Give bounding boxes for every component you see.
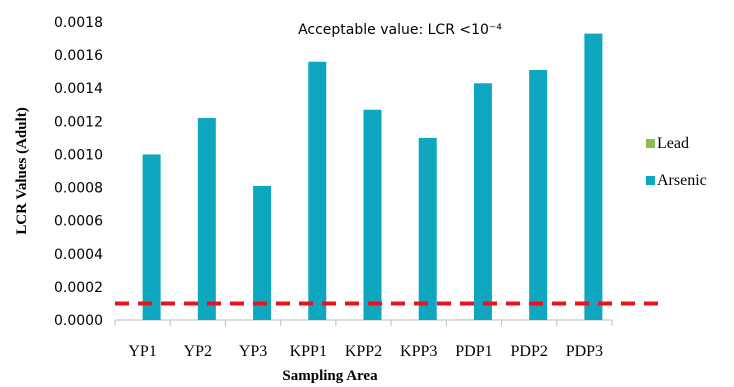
x-tick-label: KPP2 (345, 343, 382, 360)
bar-arsenic-yp2 (197, 118, 216, 321)
x-tick-label: PDP1 (455, 343, 492, 360)
y-axis-title: LCR Values (Adult) (14, 107, 30, 235)
bar-arsenic-yp1 (142, 154, 161, 320)
y-tick-label: 0.0010 (54, 147, 103, 163)
plot-area: 0.0000 0.0002 0.0004 0.0006 0.0008 0.0010 0.00… (54, 15, 658, 360)
legend-label-arsenic: Arsenic (657, 172, 707, 189)
bar-arsenic-kpp3 (418, 137, 437, 320)
x-tick-label: YP1 (128, 343, 156, 360)
bar-arsenic-pdp1 (473, 83, 492, 320)
x-tick-label: YP2 (184, 343, 212, 360)
bars (142, 33, 603, 321)
x-tick-label: KPP3 (400, 343, 437, 360)
y-tick-label: 0.0018 (54, 15, 103, 31)
y-tick-label: 0.0008 (54, 181, 103, 197)
y-tick-label: 0.0006 (54, 214, 103, 230)
y-tick-label: 0.0002 (54, 280, 103, 296)
threshold-annotation: Acceptable value: LCR <10⁻⁴ (298, 22, 502, 38)
y-tick-label: 0.0004 (54, 247, 103, 263)
y-tick-label: 0.0000 (54, 313, 103, 329)
x-axis-ticks: YP1 YP2 YP3 KPP1 KPP2 KPP3 PDP1 PDP2 PDP3 (114, 320, 613, 360)
y-tick-label: 0.0016 (54, 48, 103, 64)
legend-swatch-arsenic (646, 176, 655, 185)
bar-arsenic-yp3 (253, 185, 272, 320)
bar-arsenic-pdp2 (529, 70, 548, 320)
x-tick-label: KPP1 (290, 343, 327, 360)
legend: Lead Arsenic (646, 135, 707, 189)
x-tick-label: YP3 (239, 343, 267, 360)
y-axis-ticks: 0.0000 0.0002 0.0004 0.0006 0.0008 0.0010 0.00… (54, 15, 103, 329)
bar-arsenic-pdp3 (584, 33, 603, 320)
bar-arsenic-kpp2 (363, 109, 382, 320)
x-tick-label: PDP3 (566, 343, 603, 360)
legend-swatch-lead (646, 139, 655, 148)
x-tick-label: PDP2 (510, 343, 547, 360)
bar-arsenic-kpp1 (308, 61, 327, 320)
legend-label-lead: Lead (657, 135, 689, 152)
y-tick-label: 0.0012 (54, 114, 103, 130)
x-axis-title: Sampling Area (282, 368, 378, 384)
y-tick-label: 0.0014 (54, 81, 103, 97)
